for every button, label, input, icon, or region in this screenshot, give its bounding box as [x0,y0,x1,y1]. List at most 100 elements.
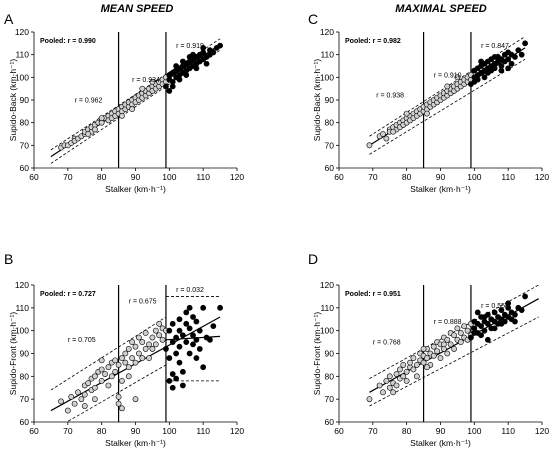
panel-c-point-open [380,131,386,137]
panel-a-y-tick-label: 120 [15,27,29,37]
panel-a-point-open [129,106,136,112]
panel-a-point-filled [169,83,176,90]
panel-b-point-filled [217,304,223,311]
panel-b-point-filled [173,350,179,357]
panel-c-x-tick-label: 100 [467,172,481,182]
panel-c-point-filled [515,47,522,54]
panel-a-pooled-label: Pooled: r = 0.990 [40,38,96,45]
panel-b-point-open [71,400,78,407]
panel-d-x-tick-label: 80 [402,426,412,436]
panel-b-point-filled [190,341,196,348]
panel-d-point-filled [498,307,505,314]
panel-b-point-open [64,407,71,414]
panel-b-point-open [58,398,64,405]
panel-b-point-open [122,359,129,366]
panel-d-band-upper-line [369,285,539,379]
panel-c-point-filled [481,74,488,81]
panel-b-point-open [108,373,115,380]
panel-c-point-open [424,110,430,117]
panel-d-point-open [444,336,451,343]
panel-b-y-axis-label: Supido-Front (km·h⁻¹) [8,312,18,396]
panel-c-r-label: r = 0.847 [481,43,509,50]
panel-b-point-filled [176,343,183,350]
panel-b-point-open [112,357,119,364]
panel-b-point-filled [183,309,190,316]
panel-d-point-open [454,325,461,332]
panel-d-y-tick-label: 120 [320,280,334,290]
panel-a-point-filled [203,60,210,67]
panel-b-point-open [92,396,98,403]
panel-a-point-filled [210,49,217,56]
panel-b-x-tick-label: 80 [97,426,107,436]
panel-b-point-filled [200,364,207,371]
panel-a-y-tick-label: 70 [20,140,30,150]
panel-d-point-open [430,343,437,350]
panel-b-point-filled [210,323,217,329]
panel-d-r-label: r = 0.888 [434,319,462,326]
panel-a-x-tick-label: 70 [63,172,73,182]
panel-b-y-tick-label: 80 [20,371,30,381]
panel-d-point-open [461,323,468,329]
panel-b-point-open [139,355,146,361]
panel-d-point-open [410,355,417,361]
panel-c-point-open [383,135,390,142]
panel-d-point-filled [518,307,525,314]
panel-c-point-open [390,128,397,135]
panel-b-point-open [125,346,132,352]
panel-d-point-open [447,341,454,348]
panel-c-point-filled [478,58,484,65]
panel-c-point-filled [474,76,481,83]
panel-b: B 60 70 80 90 100 110 120 60 70 80 90 100 110 120 Stalk… [4,251,244,448]
panel-b-point-filled [207,336,213,343]
panel-d-point-open [400,373,407,380]
panel-b-point-filled [169,384,176,391]
panel-a-point-filled [193,65,200,72]
panels: A 60 70 80 90 100 110 120 60 70 80 90 100 110 120 Stalk… [4,11,549,448]
panel-b-x-tick-label: 110 [196,426,210,436]
panel-a-x-tick-label: 100 [162,172,176,182]
panel-c-point-open [366,142,373,149]
panel-d-band-lower-line [369,316,539,407]
panel-b-point-open [119,377,125,384]
panel-d-point-filled [512,311,518,318]
panel-a-r-label: r = 0.919 [176,43,204,50]
panel-d-point-filled [478,323,484,329]
panel-c-point-filled [498,67,505,74]
panel-b-x-tick-label: 70 [63,426,73,436]
panel-d-point-open [383,377,390,384]
panel-d-letter: D [308,251,318,267]
column-title-maximal-speed: MAXIMAL SPEED [395,3,487,15]
panel-b-point-filled [183,320,190,327]
panel-b-point-open [85,380,92,387]
panel-d-x-tick-label: 100 [467,426,481,436]
panel-a-point-filled [173,63,179,69]
panel-d-point-open [386,373,393,380]
panel-b-point-open [105,382,112,389]
panel-d-y-tick-label: 70 [325,394,335,404]
panel-d-point-filled [498,320,505,327]
panel-b-point-filled [190,332,196,339]
panel-b-point-filled [196,327,203,334]
panel-a-x-tick-label: 120 [230,172,244,182]
panel-c-x-tick-label: 60 [334,172,344,182]
panel-b-point-open [119,405,125,412]
panel-b-point-filled [163,346,169,352]
panel-b-y-tick-label: 60 [20,417,30,427]
panel-b-point-open [156,332,163,339]
panel-d-x-axis-label: Stalker (km·h⁻¹) [410,438,471,448]
panel-d-point-open [424,355,430,361]
panel-a-y-axis-label: Supido-Back (km·h⁻¹) [8,59,18,142]
panel-d-point-open [440,341,447,348]
panel-d-r-label: r = 0.768 [373,339,401,346]
panel-b-r-label: r = 0.675 [129,298,157,305]
panel-b-point-open [115,393,122,400]
panel-b-point-filled [173,375,179,382]
panel-b-point-open [81,391,88,398]
panel-b-point-filled [200,304,207,311]
panel-a-point-open [119,112,125,119]
panel-b-point-open [98,366,105,373]
panel-c-y-tick-label: 80 [325,118,335,128]
panel-b-x-tick-label: 90 [131,426,141,436]
panel-d-point-filled [481,314,488,320]
